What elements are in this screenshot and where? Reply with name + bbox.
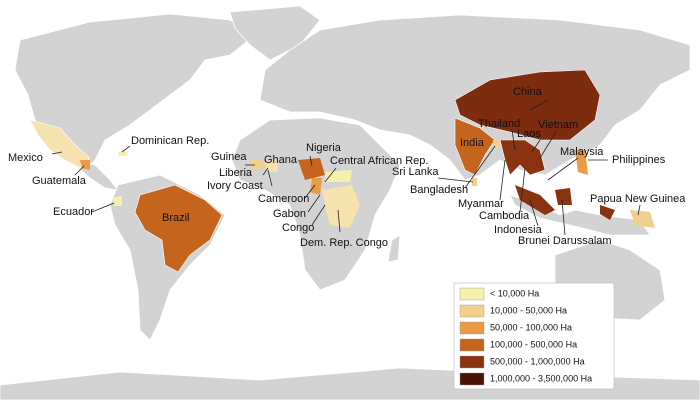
leader-lines xyxy=(51,99,641,236)
guinea-ghana xyxy=(250,158,265,170)
legend-swatch xyxy=(459,304,485,318)
country-label: Congo xyxy=(282,222,314,234)
brazil xyxy=(134,184,223,273)
country-label: Malaysia xyxy=(560,146,604,158)
legend-swatch xyxy=(459,372,485,386)
country-label: Ghana xyxy=(264,154,298,166)
country-label: Brazil xyxy=(162,212,190,224)
cameroon xyxy=(310,178,322,195)
country-labels: China Thailand Laos Vietnam Malaysia Ind… xyxy=(8,86,686,249)
country-label: China xyxy=(513,86,543,98)
country-label: Dem. Rep. Congo xyxy=(300,237,388,249)
country-label: Dominican Rep. xyxy=(131,135,209,147)
country-label: Ivory Coast xyxy=(207,180,263,192)
legend-label: < 10,000 Ha xyxy=(490,288,539,298)
country-label: Central African Rep. xyxy=(330,155,428,167)
country-label: Liberia xyxy=(219,167,253,179)
country-label: Philippines xyxy=(612,154,666,166)
sri-lanka xyxy=(472,178,477,186)
legend-swatch xyxy=(459,321,485,335)
china xyxy=(454,69,601,141)
country-label: Indonesia xyxy=(494,224,543,236)
country-label: India xyxy=(460,137,485,149)
country-label: Ecuador xyxy=(53,206,94,218)
country-label: Myanmar xyxy=(458,198,504,210)
legend-swatch xyxy=(459,287,485,301)
india xyxy=(454,117,496,176)
drc xyxy=(322,185,360,228)
philippines xyxy=(575,150,588,175)
car xyxy=(325,170,352,182)
dominican-rep xyxy=(118,151,128,156)
legend-swatch xyxy=(459,338,485,352)
country-label: Papua New Guinea xyxy=(590,193,686,205)
country-label: Sri Lanka xyxy=(392,166,439,178)
ivory-coast xyxy=(265,160,278,172)
nigeria xyxy=(298,158,325,180)
legend-label: 500,000 - 1,000,000 Ha xyxy=(490,356,585,366)
country-label: Laos xyxy=(517,128,541,140)
country-label: Guinea xyxy=(211,151,247,163)
country-label: Brunei Darussalam xyxy=(518,235,612,247)
legend-box xyxy=(453,282,615,390)
legend-label: 50,000 - 100,000 Ha xyxy=(490,322,572,332)
indonesia xyxy=(515,185,615,220)
country-label: Thailand xyxy=(478,118,520,130)
country-label: Gabon xyxy=(273,208,306,220)
legend: < 10,000 Ha 10,000 - 50,000 Ha 50,000 - 10… xyxy=(459,287,592,386)
legend-label: 100,000 - 500,000 Ha xyxy=(490,339,577,349)
legend-swatch xyxy=(459,355,485,369)
country-label: Cambodia xyxy=(479,210,530,222)
country-label: Bangladesh xyxy=(410,184,468,196)
mexico xyxy=(29,119,91,169)
country-label: Mexico xyxy=(8,152,43,164)
country-label: Nigeria xyxy=(306,142,342,154)
country-label: Vietnam xyxy=(538,119,578,131)
ecuador xyxy=(112,196,122,206)
papua-new-guinea xyxy=(630,210,655,228)
legend-label: 10,000 - 50,000 Ha xyxy=(490,305,567,315)
country-label: Guatemala xyxy=(32,175,87,187)
country-label: Cameroon xyxy=(258,193,309,205)
legend-label: 1,000,000 - 3,500,000 Ha xyxy=(490,373,592,383)
